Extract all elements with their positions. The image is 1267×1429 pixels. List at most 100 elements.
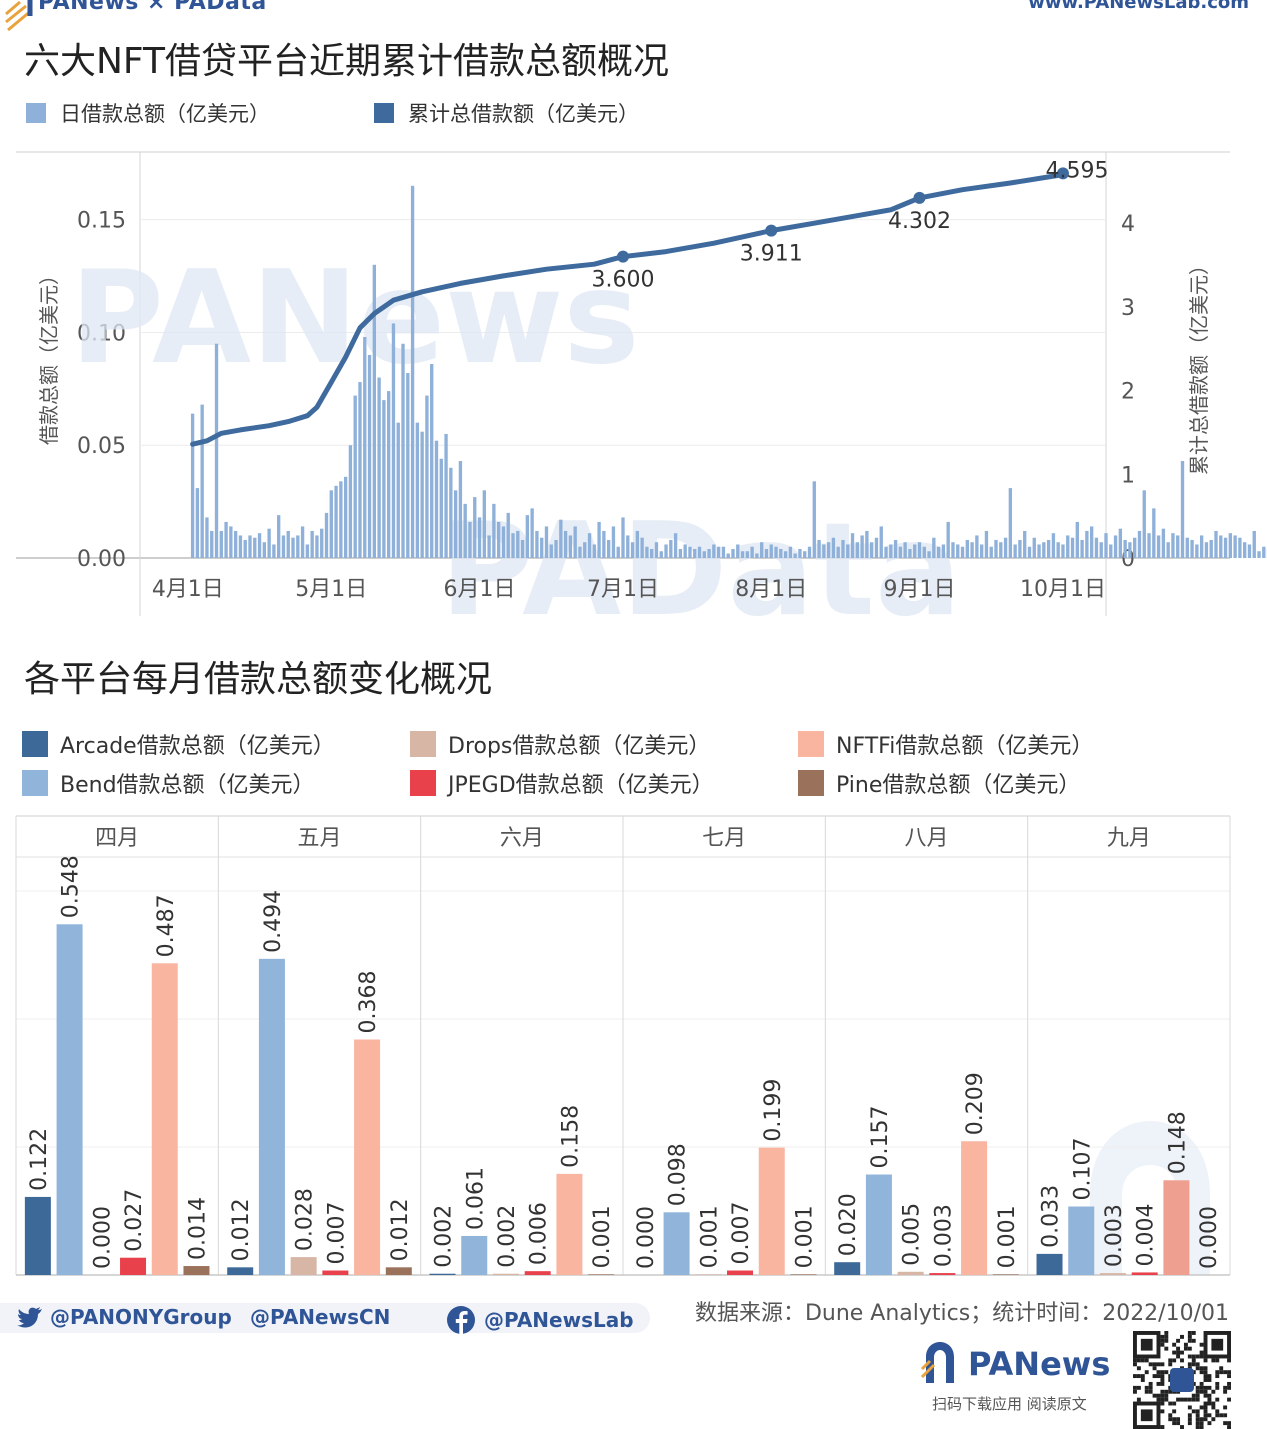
daily-bar	[545, 526, 548, 558]
qr-module	[1219, 1366, 1223, 1370]
daily-bar	[1138, 531, 1141, 558]
daily-bar	[1205, 542, 1208, 558]
qr-module	[1227, 1374, 1231, 1378]
daily-bar	[942, 544, 945, 558]
monthly-bar	[57, 924, 83, 1275]
daily-bar	[1033, 538, 1036, 558]
qr-module	[1204, 1370, 1208, 1374]
chart1-x-tick-label: 4月1日	[152, 577, 224, 602]
qr-module	[1160, 1409, 1164, 1413]
daily-bar	[325, 513, 328, 558]
monthly-bar-label: 0.002	[495, 1205, 520, 1268]
daily-bar	[1262, 547, 1265, 558]
daily-bar	[569, 535, 572, 558]
qr-module	[1133, 1358, 1137, 1362]
qr-module	[1204, 1405, 1208, 1409]
daily-bar	[1023, 531, 1026, 558]
cumulative-point-label: 3.911	[740, 242, 803, 267]
qr-module	[1157, 1362, 1161, 1366]
daily-bar	[1057, 542, 1060, 558]
daily-bar	[947, 522, 950, 558]
daily-bar	[899, 547, 902, 558]
monthly-bar-label: 0.158	[558, 1105, 583, 1168]
qr-module	[1204, 1386, 1208, 1390]
daily-bar	[636, 531, 639, 558]
monthly-bar-label: 0.003	[931, 1204, 956, 1267]
qr-module	[1188, 1405, 1192, 1409]
qr-code-icon[interactable]	[1133, 1331, 1231, 1429]
daily-bar	[1176, 535, 1179, 558]
qr-module	[1196, 1417, 1200, 1421]
qr-finder-inner	[1141, 1339, 1153, 1351]
qr-module	[1192, 1339, 1196, 1343]
legend-bend-label: Bend借款总额（亿美元）	[60, 767, 315, 799]
daily-bar	[894, 540, 897, 558]
daily-bar	[774, 547, 777, 558]
monthly-bar	[461, 1236, 487, 1275]
daily-bar	[1147, 533, 1150, 558]
daily-bar	[301, 526, 304, 558]
chart1-left-tick-label: 0.15	[77, 209, 126, 234]
daily-bar	[1157, 535, 1160, 558]
qr-module	[1160, 1374, 1164, 1378]
qr-module	[1204, 1409, 1208, 1413]
qr-module	[1172, 1343, 1176, 1347]
qr-module	[1153, 1362, 1157, 1366]
daily-bar	[923, 547, 926, 558]
qr-module	[1211, 1405, 1215, 1409]
qr-module	[1188, 1413, 1192, 1417]
daily-bar	[1047, 540, 1050, 558]
twitter-handle[interactable]: @PANONYGroup	[16, 1305, 232, 1329]
daily-bar	[822, 544, 825, 558]
daily-bar	[459, 461, 462, 558]
daily-bar	[765, 549, 768, 558]
qr-module	[1215, 1358, 1219, 1362]
qr-module	[1204, 1417, 1208, 1421]
daily-bar	[1076, 522, 1079, 558]
qr-module	[1153, 1366, 1157, 1370]
daily-bar	[540, 538, 543, 558]
qr-module	[1188, 1331, 1192, 1335]
monthly-bar-label: 0.001	[995, 1205, 1020, 1268]
qr-module	[1168, 1358, 1172, 1362]
qr-module	[1184, 1347, 1188, 1351]
qr-finder-inner	[1141, 1409, 1153, 1421]
qr-module	[1192, 1398, 1196, 1402]
daily-bar	[559, 520, 562, 558]
qr-module	[1200, 1366, 1204, 1370]
qr-module	[1219, 1413, 1223, 1417]
daily-bar	[224, 522, 227, 558]
daily-bar	[239, 535, 242, 558]
daily-bar	[468, 522, 471, 558]
daily-bar	[1061, 544, 1064, 558]
daily-bar	[263, 542, 266, 558]
daily-bar	[1042, 542, 1045, 558]
qr-module	[1188, 1362, 1192, 1366]
qr-module	[1160, 1370, 1164, 1374]
qr-module	[1204, 1366, 1208, 1370]
daily-bar	[865, 531, 868, 558]
cumulative-point-label: 3.600	[592, 268, 655, 293]
facebook-handle[interactable]: @PANewsLab	[446, 1305, 634, 1335]
daily-bar	[803, 551, 806, 558]
qr-module	[1196, 1366, 1200, 1370]
header-site-link[interactable]: www.PANewsLab.com	[1028, 0, 1249, 13]
qr-module	[1204, 1394, 1208, 1398]
daily-bar	[860, 535, 863, 558]
daily-bar	[970, 542, 973, 558]
weibo-handle[interactable]: @PANewsCN	[250, 1305, 390, 1329]
qr-module	[1168, 1413, 1172, 1417]
daily-bar	[1243, 542, 1246, 558]
daily-bar	[258, 533, 261, 558]
daily-bar	[927, 551, 930, 558]
qr-module	[1227, 1370, 1231, 1374]
qr-module	[1207, 1413, 1211, 1417]
qr-module	[1204, 1378, 1208, 1382]
qr-module	[1184, 1398, 1188, 1402]
daily-bar	[315, 535, 318, 558]
qr-module	[1223, 1413, 1227, 1417]
qr-module	[1188, 1421, 1192, 1425]
daily-bar	[583, 542, 586, 558]
qr-module	[1176, 1398, 1180, 1402]
qr-module	[1137, 1398, 1141, 1402]
